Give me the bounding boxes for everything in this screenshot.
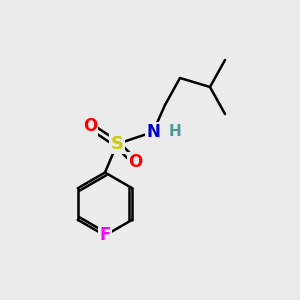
Text: O: O	[128, 153, 142, 171]
Text: N: N	[146, 123, 160, 141]
Text: S: S	[110, 135, 124, 153]
Text: F: F	[99, 226, 111, 244]
Text: O: O	[83, 117, 97, 135]
Text: H: H	[169, 124, 182, 140]
